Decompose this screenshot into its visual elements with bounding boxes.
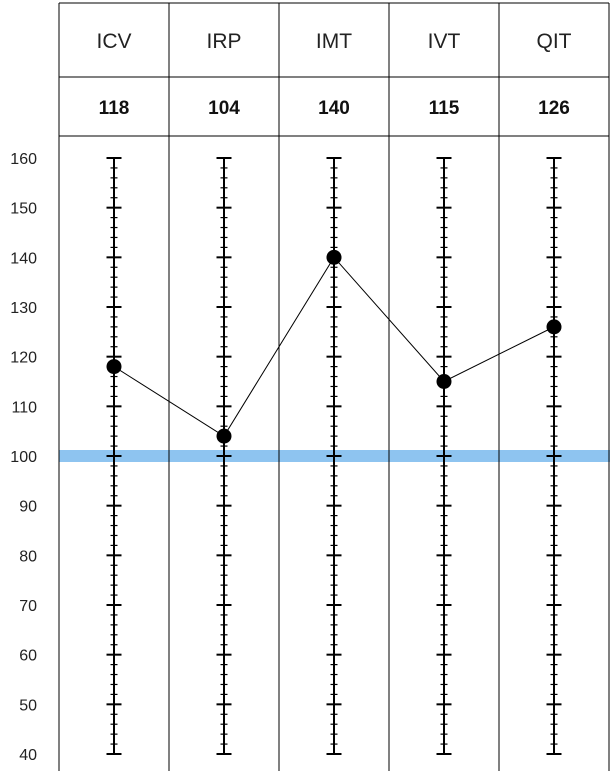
y-tick-label-120: 120	[10, 350, 37, 367]
y-tick-label-130: 130	[10, 300, 37, 317]
y-tick-label-160: 160	[10, 151, 37, 168]
y-tick-label-70: 70	[19, 598, 37, 615]
scale-ruler-ivt	[436, 157, 452, 755]
scale-ruler-irp	[216, 157, 232, 755]
category-label-irp: IRP	[206, 30, 241, 53]
scale-ruler-imt	[326, 157, 342, 755]
score-marker-irp	[216, 428, 232, 444]
category-label-icv: ICV	[96, 30, 131, 53]
category-label-ivt: IVT	[428, 30, 461, 53]
y-tick-label-110: 110	[11, 399, 37, 416]
value-label-irp: 104	[208, 98, 240, 119]
y-tick-label-60: 60	[19, 648, 37, 665]
value-label-icv: 118	[99, 98, 130, 119]
score-marker-ivt	[436, 374, 452, 389]
table-grid-layer	[58, 2, 610, 771]
scale-ruler-qit	[546, 157, 562, 755]
scale-rulers-layer	[106, 157, 562, 755]
value-label-imt: 140	[318, 98, 350, 119]
y-axis-layer: 160 150 140 130 120 110 100 90 80 70 60 50 40	[10, 151, 37, 764]
y-tick-label-150: 150	[10, 201, 37, 218]
value-label-ivt: 115	[429, 98, 460, 119]
series-layer	[106, 249, 562, 444]
scale-ruler-icv	[106, 157, 122, 755]
score-marker-icv	[106, 359, 122, 375]
category-label-imt: IMT	[316, 30, 352, 53]
y-tick-label-90: 90	[19, 499, 37, 516]
y-tick-label-80: 80	[19, 548, 37, 565]
y-tick-label-50: 50	[19, 697, 37, 714]
score-marker-qit	[546, 319, 562, 335]
value-label-qit: 126	[538, 98, 570, 119]
category-label-qit: QIT	[537, 30, 572, 53]
header-layer: ICV 118 IRP 104 IMT 140 IVT 115 QIT 126	[96, 30, 571, 119]
y-tick-label-40: 40	[19, 747, 37, 764]
y-tick-label-140: 140	[10, 250, 37, 267]
score-marker-imt	[326, 249, 342, 265]
y-tick-label-100: 100	[10, 449, 37, 466]
